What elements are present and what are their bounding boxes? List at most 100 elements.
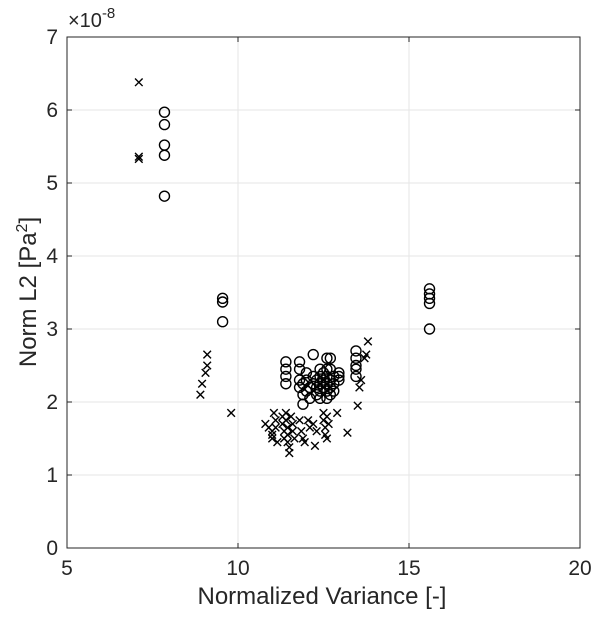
- cross-point: [267, 430, 277, 440]
- cross-point: [286, 412, 296, 421]
- circle-point: [216, 316, 229, 328]
- cross-point: [202, 350, 212, 359]
- cross-point: [332, 408, 342, 418]
- circle-point: [280, 370, 292, 383]
- cross-point: [288, 419, 298, 429]
- circle-point: [333, 367, 345, 379]
- circle-point: [333, 370, 345, 383]
- circle-point: [280, 363, 292, 375]
- y-axis-exponent-power: -8: [102, 5, 115, 22]
- y-axis-exponent: ×10-8: [68, 5, 115, 32]
- cross-point: [269, 408, 279, 418]
- circle-point: [350, 345, 362, 357]
- circle-point: [333, 374, 345, 386]
- cross-point: [300, 437, 309, 447]
- cross-point: [355, 383, 364, 392]
- cross-point: [134, 77, 144, 87]
- y-tick-label: 6: [46, 99, 58, 122]
- y-tick-label: 2: [46, 391, 58, 414]
- circle-point: [216, 296, 229, 308]
- circle-point: [350, 359, 362, 372]
- circle-point: [321, 378, 333, 390]
- y-tick-label: 3: [46, 318, 58, 341]
- cross-point: [271, 423, 280, 432]
- cross-point: [290, 434, 299, 443]
- circle-point: [423, 292, 436, 305]
- circle-point: [280, 356, 292, 368]
- circle-point: [300, 367, 313, 379]
- circle-point: [321, 363, 333, 375]
- circle-point: [321, 392, 333, 405]
- circle-point: [314, 392, 326, 405]
- circle-point: [350, 363, 362, 375]
- cross-point: [356, 375, 366, 385]
- cross-point: [312, 426, 321, 436]
- circle-point: [310, 374, 323, 386]
- cross-point: [226, 408, 236, 418]
- cross-point: [281, 415, 291, 425]
- circle-point: [314, 378, 326, 390]
- circle-point: [317, 367, 330, 379]
- circle-point: [158, 118, 171, 131]
- cross-point: [134, 152, 144, 162]
- cross-point: [303, 415, 313, 425]
- y-tick-label: 1: [46, 464, 58, 487]
- cross-point: [322, 412, 332, 421]
- tick-labels: 5 10 15 20 0 1 2 3 4 5 6 7: [46, 26, 591, 580]
- y-tick-label: 4: [46, 245, 58, 268]
- circle-point: [293, 363, 306, 375]
- cross-point: [283, 437, 292, 447]
- circle-point: [321, 370, 333, 383]
- circle-point: [324, 389, 337, 401]
- cross-point: [273, 437, 282, 447]
- data-marks: [134, 77, 436, 458]
- circle-point: [297, 398, 309, 410]
- cross-point: [324, 419, 333, 429]
- circle-point: [158, 149, 171, 161]
- circle-point: [293, 356, 306, 368]
- cross-point: [296, 426, 306, 436]
- x-tick-label: 5: [61, 557, 73, 580]
- circle-point: [293, 374, 306, 386]
- circle-point: [216, 292, 229, 305]
- y-axis-label-superscript: 2: [14, 223, 31, 232]
- circle-point: [310, 389, 323, 401]
- x-axis-label: Normalized Variance [-]: [198, 583, 447, 610]
- circle-point: [321, 352, 333, 364]
- cross-point: [285, 448, 294, 458]
- x-tick-label: 15: [397, 557, 420, 580]
- y-axis-label-main: Norm L2 [Pa: [15, 232, 42, 367]
- y-tick-label: 7: [46, 26, 58, 49]
- cross-point: [308, 419, 318, 429]
- circle-point: [300, 385, 313, 397]
- plot-frame: [66, 36, 581, 549]
- circle-point: [423, 323, 436, 335]
- cross-point: [267, 434, 277, 443]
- y-tick-label: 5: [46, 172, 58, 195]
- circle-point: [158, 106, 171, 118]
- circle-point: [310, 381, 323, 394]
- circle-point: [280, 378, 292, 390]
- circle-point: [307, 370, 319, 383]
- cross-point: [288, 426, 298, 436]
- y-axis-label: Norm L2 [Pa2]: [14, 217, 42, 367]
- cross-point: [343, 428, 352, 437]
- circle-point: [423, 297, 436, 310]
- cross-point: [283, 423, 292, 432]
- circle-point: [317, 381, 330, 394]
- cross-point: [361, 350, 371, 359]
- cross-point: [271, 415, 280, 425]
- circle-point: [350, 352, 362, 364]
- y-tick-label: 0: [46, 537, 58, 560]
- axes: [66, 36, 581, 549]
- circle-point: [158, 190, 171, 202]
- circle-point: [321, 385, 333, 397]
- circle-point: [328, 385, 340, 397]
- cross-point: [283, 430, 292, 440]
- circle-point: [307, 378, 319, 390]
- y-axis-exponent-base: ×10: [68, 10, 102, 32]
- circle-point: [304, 381, 316, 394]
- x-tick-label: 20: [568, 557, 591, 580]
